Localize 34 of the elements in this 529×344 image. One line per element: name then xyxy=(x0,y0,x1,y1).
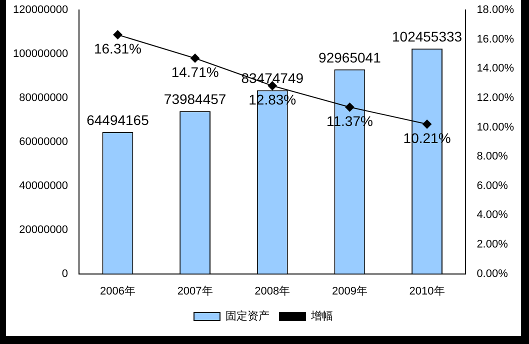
x-tick-label: 2007年 xyxy=(177,285,213,298)
y2-tick-label: 14.00% xyxy=(476,62,514,75)
x-tick-label: 2006年 xyxy=(100,285,136,298)
y2-tick-label: 12.00% xyxy=(476,92,514,104)
y-tick-label: 120000000 xyxy=(12,4,68,16)
data-label: 92965041 xyxy=(318,49,382,66)
y-tick-label: 0 xyxy=(62,268,68,280)
y2-tick-label: 0.00% xyxy=(476,268,508,280)
data-label: 16.31% xyxy=(94,40,142,57)
y2-tick-label: 10.00% xyxy=(476,121,514,134)
x-tick-label: 2009年 xyxy=(332,285,368,298)
point xyxy=(422,120,432,129)
point xyxy=(113,30,122,40)
legend-label: 固定资产 xyxy=(226,310,270,323)
x-tick-label: 2008年 xyxy=(254,285,290,298)
legend-label: 增幅 xyxy=(310,310,333,323)
y2-tick-label: 4.00% xyxy=(476,209,508,222)
data-label: 102455333 xyxy=(392,28,462,44)
y2-tick-label: 8.00% xyxy=(476,150,508,163)
y-tick-label: 100000000 xyxy=(12,48,68,60)
y2-tick-label: 18.00% xyxy=(476,4,514,16)
y2-tick-label: 6.00% xyxy=(476,180,508,192)
data-label: 14.71% xyxy=(171,64,219,80)
point xyxy=(345,102,354,112)
y2-tick-label: 16.00% xyxy=(476,33,514,46)
point xyxy=(190,54,200,63)
y-tick-label: 20000000 xyxy=(19,224,68,236)
y-tick-label: 80000000 xyxy=(19,92,68,104)
y-tick-label: 40000000 xyxy=(19,180,68,192)
data-label: 73984457 xyxy=(164,91,226,108)
y2-tick-label: 2.00% xyxy=(476,238,508,251)
data-label: 64494165 xyxy=(86,112,150,128)
x-tick-label: 2010年 xyxy=(409,285,445,298)
y-tick-label: 60000000 xyxy=(19,136,68,148)
